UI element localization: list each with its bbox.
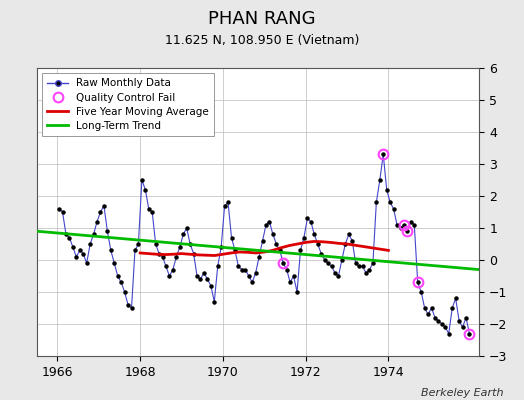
Text: Berkeley Earth: Berkeley Earth: [421, 388, 503, 398]
Text: PHAN RANG: PHAN RANG: [208, 10, 316, 28]
Text: 11.625 N, 108.950 E (Vietnam): 11.625 N, 108.950 E (Vietnam): [165, 34, 359, 47]
Legend: Raw Monthly Data, Quality Control Fail, Five Year Moving Average, Long-Term Tren: Raw Monthly Data, Quality Control Fail, …: [42, 73, 214, 136]
